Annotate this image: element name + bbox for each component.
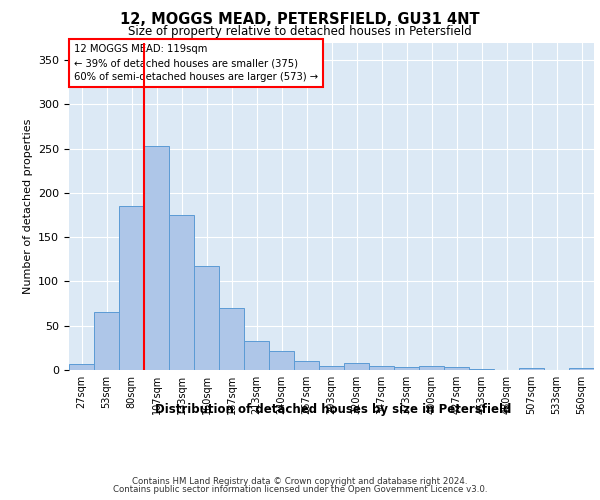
Bar [144, 146, 169, 370]
Bar [244, 341, 269, 370]
Bar [319, 366, 344, 370]
Bar [219, 308, 244, 370]
Bar [119, 206, 144, 370]
Bar [269, 350, 294, 370]
Text: Size of property relative to detached houses in Petersfield: Size of property relative to detached ho… [128, 25, 472, 38]
Bar [394, 368, 419, 370]
Bar [294, 361, 319, 370]
Bar [469, 369, 494, 370]
Bar [569, 368, 594, 370]
Bar [419, 366, 444, 370]
Bar [94, 312, 119, 370]
Bar [194, 266, 219, 370]
Bar [519, 368, 544, 370]
Bar [169, 215, 194, 370]
Text: Distribution of detached houses by size in Petersfield: Distribution of detached houses by size … [155, 402, 511, 415]
Y-axis label: Number of detached properties: Number of detached properties [23, 118, 32, 294]
Bar [369, 366, 394, 370]
Bar [444, 368, 469, 370]
Text: 12, MOGGS MEAD, PETERSFIELD, GU31 4NT: 12, MOGGS MEAD, PETERSFIELD, GU31 4NT [120, 12, 480, 28]
Bar [69, 364, 94, 370]
Text: 12 MOGGS MEAD: 119sqm
← 39% of detached houses are smaller (375)
60% of semi-det: 12 MOGGS MEAD: 119sqm ← 39% of detached … [74, 44, 319, 82]
Text: Contains HM Land Registry data © Crown copyright and database right 2024.: Contains HM Land Registry data © Crown c… [132, 477, 468, 486]
Bar [344, 363, 369, 370]
Text: Contains public sector information licensed under the Open Government Licence v3: Contains public sector information licen… [113, 485, 487, 494]
